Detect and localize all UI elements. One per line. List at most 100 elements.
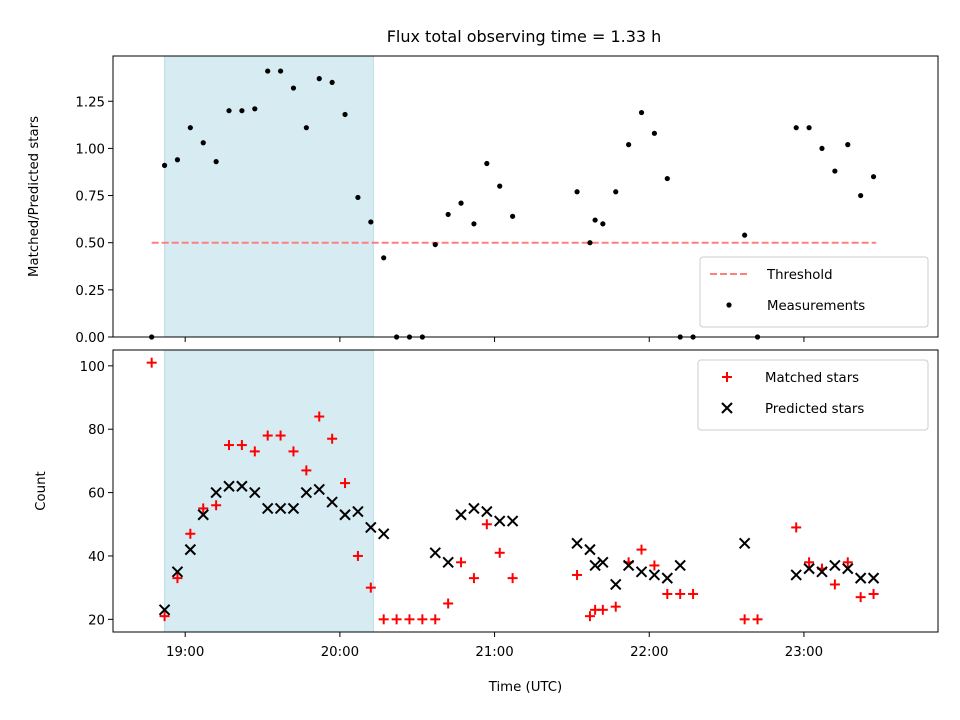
predicted-point-b bbox=[274, 502, 287, 515]
matched-point bbox=[610, 601, 621, 612]
matched-point bbox=[430, 614, 441, 625]
y-tick-label: 1.00 bbox=[75, 142, 105, 157]
matched-point bbox=[842, 557, 853, 568]
predicted-point-b bbox=[674, 559, 686, 572]
legend-swatch bbox=[721, 402, 733, 414]
matched-point bbox=[468, 573, 479, 584]
measurement-point bbox=[187, 125, 193, 131]
measurement-point bbox=[161, 162, 168, 168]
predicted-point-b bbox=[377, 528, 390, 540]
measurement-point bbox=[806, 125, 812, 131]
predicted-point-b bbox=[300, 486, 313, 499]
axes-frame bbox=[112, 55, 939, 338]
y-tick-label: 0.50 bbox=[75, 237, 105, 252]
measurement-point bbox=[316, 76, 322, 82]
predicted-point bbox=[339, 509, 351, 521]
predicted-point-b bbox=[249, 486, 261, 499]
x-tick-label: 21:00 bbox=[475, 645, 513, 660]
y-tick-label: 0.75 bbox=[75, 190, 105, 205]
predicted-point bbox=[584, 543, 596, 556]
matched-point bbox=[159, 611, 170, 622]
measurement-point bbox=[174, 157, 181, 163]
predicted-point bbox=[210, 486, 222, 499]
y-tick-label: 60 bbox=[88, 487, 105, 502]
predicted-point-b bbox=[738, 537, 751, 549]
matched-point bbox=[236, 440, 247, 451]
legend-item: Measurements bbox=[726, 299, 865, 314]
predicted-point bbox=[197, 509, 209, 521]
legend-label: Measurements bbox=[767, 299, 865, 314]
predicted-point-b bbox=[816, 566, 828, 578]
legend-label: Threshold bbox=[766, 268, 833, 283]
matched-point bbox=[288, 446, 299, 457]
matched-point bbox=[275, 430, 286, 441]
measurement-point bbox=[497, 183, 503, 189]
x-tick-label: 20:00 bbox=[321, 645, 359, 660]
predicted-point bbox=[352, 505, 364, 518]
legend-label: Predicted stars bbox=[765, 402, 864, 417]
matched-point bbox=[688, 588, 699, 599]
measurement-point bbox=[252, 106, 258, 112]
measurement-point bbox=[587, 240, 593, 246]
y-axis-label: Matched/Predicted stars bbox=[27, 116, 42, 277]
y-tick-label: 0.25 bbox=[75, 284, 105, 299]
legend-swatch-b bbox=[721, 402, 733, 414]
predicted-point-b bbox=[494, 515, 506, 527]
predicted-point bbox=[635, 566, 648, 578]
x-axis-label: Time (UTC) bbox=[488, 680, 563, 695]
x-tick-label: 23:00 bbox=[785, 645, 823, 660]
measurement-point bbox=[290, 85, 297, 91]
y-tick-label: 40 bbox=[88, 550, 105, 565]
chart-title: Flux total observing time = 1.33 h bbox=[387, 27, 662, 46]
matched-point bbox=[443, 598, 454, 609]
predicted-point-b bbox=[803, 562, 815, 575]
predicted-point-b bbox=[223, 480, 235, 492]
predicted-point bbox=[313, 483, 325, 496]
x-tick-label: 19:00 bbox=[166, 645, 204, 660]
predicted-point-b bbox=[597, 556, 609, 568]
y-tick-label: 20 bbox=[88, 613, 105, 628]
measurement-point bbox=[277, 68, 284, 74]
predicted-point-b bbox=[365, 521, 377, 534]
predicted-point bbox=[429, 547, 441, 559]
predicted-point bbox=[648, 569, 661, 581]
predicted-point bbox=[738, 537, 751, 549]
predicted-point-b bbox=[210, 486, 222, 499]
measurement-point bbox=[342, 111, 348, 118]
measurement-point bbox=[445, 211, 451, 218]
predicted-point bbox=[867, 572, 880, 584]
legend-label: Matched stars bbox=[765, 371, 859, 386]
matched-point bbox=[417, 614, 428, 625]
measurement-point bbox=[574, 189, 580, 195]
legend-item: Predicted stars bbox=[721, 402, 864, 417]
measurement-point bbox=[484, 160, 490, 167]
predicted-point bbox=[223, 480, 235, 492]
predicted-point-b bbox=[429, 547, 441, 559]
predicted-point-b bbox=[442, 556, 454, 568]
matched-point bbox=[804, 557, 815, 568]
predicted-point-b bbox=[842, 562, 854, 575]
predicted-point bbox=[481, 505, 493, 518]
ratio-panel: 0.00 0.25 0.50 0.75 1.00 1.25 Matched/Predicte… bbox=[27, 55, 939, 346]
predicted-point bbox=[842, 562, 854, 575]
legend-swatch bbox=[726, 302, 732, 308]
predicted-point-b bbox=[352, 505, 364, 518]
predicted-point-b bbox=[339, 509, 351, 521]
predicted-point bbox=[468, 502, 480, 515]
y-tick-label: 0.00 bbox=[75, 331, 105, 346]
legend-item: Threshold bbox=[710, 268, 833, 283]
measurement-point bbox=[213, 159, 219, 165]
measurement-point bbox=[458, 200, 464, 206]
matched-point bbox=[198, 503, 209, 514]
matched-point bbox=[262, 430, 273, 441]
series-measurements bbox=[149, 68, 877, 340]
matched-point bbox=[314, 411, 325, 422]
predicted-point-b bbox=[648, 569, 661, 581]
matched-point bbox=[649, 560, 660, 571]
predicted-point bbox=[171, 566, 184, 578]
predicted-point bbox=[506, 515, 519, 527]
matched-point bbox=[391, 614, 402, 625]
predicted-point-b bbox=[571, 537, 583, 549]
legend-item: Matched stars bbox=[722, 371, 859, 386]
